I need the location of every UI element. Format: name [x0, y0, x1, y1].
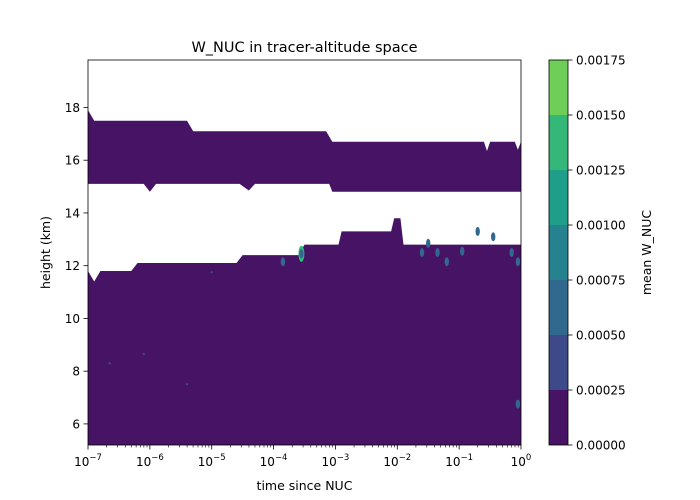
y-tick-label: 6: [72, 417, 80, 431]
y-tick-label: 18: [65, 101, 80, 115]
x-tick-label: 10−5: [198, 453, 226, 469]
x-axis-label: time since NUC: [257, 478, 353, 493]
colorbar-band: [549, 335, 568, 390]
x-tick-label: 10−2: [383, 453, 411, 469]
colorbar-tick-label: 0.00100: [576, 219, 626, 233]
colorbar-tick-label: 0.00150: [576, 109, 626, 123]
colorbar-bands: [549, 60, 568, 445]
contour-feature: [515, 399, 521, 409]
colorbar-band: [549, 170, 568, 225]
chart-title: W_NUC in tracer-altitude space: [191, 40, 417, 56]
x-tick-label: 10−3: [322, 453, 350, 469]
contour-features: [108, 226, 521, 409]
y-tick-label: 12: [65, 259, 80, 273]
colorbar-tick-label: 0.00175: [576, 54, 626, 68]
x-tick-label: 10−4: [260, 453, 288, 469]
y-tick-label: 8: [72, 365, 80, 379]
contour-feature: [426, 238, 431, 248]
contour-feature: [142, 352, 145, 356]
colorbar-band: [549, 225, 568, 280]
upper-contour-band: [88, 110, 521, 192]
colorbar-tick-label: 0.00075: [576, 274, 626, 288]
plot-frame: [87, 59, 522, 446]
contour-feature: [108, 362, 111, 365]
colorbar: 0.00000 0.00025 0.00050 0.00075 0.00100 0.001…: [548, 54, 654, 453]
x-tick-label: 10−1: [445, 453, 473, 469]
contour-feature: [185, 383, 189, 386]
y-tick-label: 16: [65, 154, 80, 168]
x-tick-label: 10−6: [136, 453, 164, 469]
y-tick-label: 10: [65, 312, 80, 326]
colorbar-label: mean W_NUC: [639, 210, 654, 296]
contour-feature: [299, 249, 304, 259]
colorbar-band: [549, 115, 568, 170]
y-axis-label: height (km): [38, 216, 53, 289]
colorbar-band: [549, 390, 568, 445]
colorbar-tick-label: 0.00050: [576, 329, 626, 343]
contour-feature: [515, 257, 521, 267]
lower-contour-region: [88, 218, 521, 445]
colorbar-tick-label: 0.00125: [576, 164, 626, 178]
colorbar-band: [549, 60, 568, 115]
colorbar-tick-label: 0.00000: [576, 439, 626, 453]
colorbar-band: [549, 280, 568, 335]
contour-feature: [280, 257, 286, 267]
contour-feature: [475, 226, 480, 236]
x-axis: 10−7 10−6 10−5 10−4 10−3 10−2 10−1 100: [74, 445, 531, 469]
contour-feature: [435, 248, 440, 257]
contour-feature: [210, 271, 213, 274]
contour-feature: [444, 257, 449, 267]
colorbar-tick-label: 0.00025: [576, 384, 626, 398]
x-tick-label: 10−7: [74, 453, 102, 469]
y-tick-label: 14: [65, 206, 80, 220]
contour-feature: [460, 246, 465, 256]
colorbar-ticks: 0.00000 0.00025 0.00050 0.00075 0.00100 0.001…: [568, 54, 626, 453]
contour-feature: [491, 232, 496, 242]
x-tick-label: 100: [511, 453, 532, 469]
y-axis: 6 8 10 12 14 16 18: [65, 101, 88, 431]
contour-feature: [419, 248, 425, 257]
plot-area: [87, 59, 522, 446]
colorbar-frame: [548, 59, 569, 446]
contour-feature: [509, 248, 514, 257]
